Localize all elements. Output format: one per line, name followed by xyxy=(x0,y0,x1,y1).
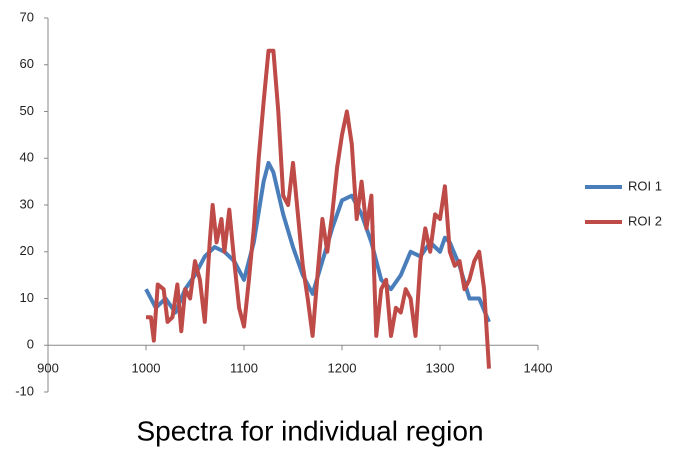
y-tick-label: 50 xyxy=(20,103,34,118)
x-tick-label: 1200 xyxy=(328,361,357,376)
y-tick-label: 30 xyxy=(20,196,34,211)
x-tick-label: 1100 xyxy=(230,361,258,376)
y-tick-label: 70 xyxy=(20,9,34,24)
y-tick-label: 40 xyxy=(20,150,34,165)
x-tick-label: 900 xyxy=(37,361,59,376)
x-tick-label: 1400 xyxy=(524,361,553,376)
chart-title: Spectra for individual region xyxy=(136,415,483,446)
y-tick-label: 0 xyxy=(27,337,34,352)
x-tick-label: 1000 xyxy=(132,361,161,376)
series-line xyxy=(146,48,491,369)
legend-label: ROI 1 xyxy=(628,178,662,193)
y-tick-label: 20 xyxy=(20,243,34,258)
y-tick-label: 60 xyxy=(20,56,34,71)
legend-label: ROI 2 xyxy=(628,213,662,228)
x-tick-label: 1300 xyxy=(426,361,455,376)
y-tick-label: -10 xyxy=(15,383,34,398)
y-tick-label: 10 xyxy=(20,290,34,305)
